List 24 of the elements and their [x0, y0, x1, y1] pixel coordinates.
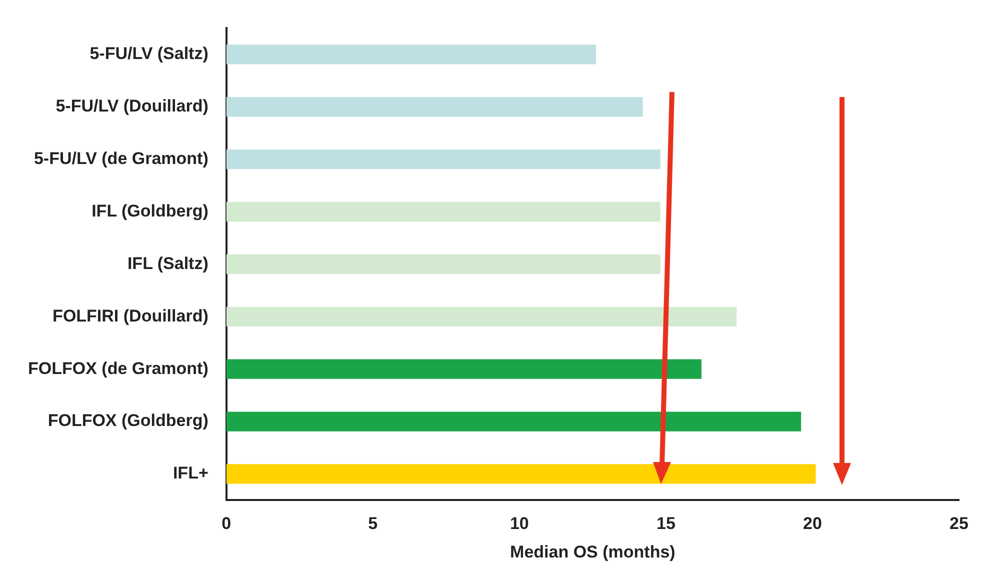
y-tick-label: 5-FU/LV (Saltz) — [90, 44, 208, 64]
x-tick-label: 25 — [950, 514, 968, 534]
bar — [226, 202, 660, 222]
x-tick-label: 10 — [510, 514, 529, 534]
bar — [226, 254, 660, 274]
x-tick-label: 15 — [656, 514, 676, 534]
bar — [226, 306, 737, 326]
y-tick-label: IFL (Goldberg) — [92, 201, 208, 220]
y-tick-label: 5-FU/LV (de Gramont) — [34, 149, 208, 168]
y-tick-label: IFL (Saltz) — [127, 254, 208, 273]
bar — [226, 97, 643, 117]
bar — [226, 149, 660, 170]
y-tick-label: FOLFOX (de Gramont) — [28, 358, 208, 378]
bar — [226, 359, 702, 379]
bar — [226, 412, 802, 432]
y-tick-label: FOLFIRI (Douillard) — [52, 306, 208, 326]
y-tick-label: 5-FU/LV (Douillard) — [56, 96, 208, 116]
x-tick-label: 5 — [368, 514, 378, 534]
y-tick-label: FOLFOX (Goldberg) — [48, 411, 208, 430]
x-tick-label: 20 — [803, 514, 822, 534]
x-axis-title: Median OS (months) — [510, 542, 676, 562]
bar — [226, 44, 596, 64]
x-tick-label: 0 — [222, 514, 232, 534]
y-tick-label: IFL+ — [172, 464, 208, 483]
